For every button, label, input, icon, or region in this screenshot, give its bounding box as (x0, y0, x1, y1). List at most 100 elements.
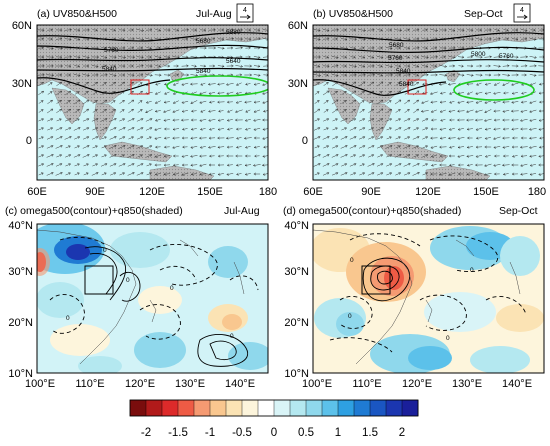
svg-text:20°N: 20°N (8, 317, 33, 329)
wind-arrow (128, 64, 134, 68)
wind-arrow (376, 163, 384, 167)
wind-arrow (199, 118, 207, 122)
wind-arrow (341, 109, 347, 113)
wind-arrow (199, 172, 207, 176)
wind-arrow (154, 163, 162, 167)
wind-arrow (493, 92, 501, 95)
wind-arrow (331, 99, 339, 105)
wind-arrow (145, 28, 153, 32)
wind-arrow (332, 136, 339, 140)
wind-arrow (65, 127, 72, 131)
wind-arrow (172, 118, 180, 122)
wind-arrow (359, 91, 365, 95)
wind-arrow (91, 73, 99, 77)
wind-arrow (448, 172, 456, 176)
wind-arrow (493, 172, 500, 176)
wind-arrow (439, 28, 447, 32)
wind-arrow (100, 118, 108, 122)
wind-arrow (55, 127, 63, 131)
wind-arrow (244, 163, 252, 167)
wind-arrow (386, 55, 393, 59)
wind-arrow (323, 118, 330, 122)
wind-arrow (55, 55, 63, 59)
wind-arrow (146, 46, 153, 50)
wind-arrow (367, 46, 375, 50)
svg-text:0: 0 (170, 285, 174, 292)
wind-arrow (341, 73, 348, 77)
height-contours-b (313, 32, 544, 96)
wind-arrow (119, 100, 125, 104)
wind-arrow (47, 28, 54, 32)
colorbar-label: 1.5 (362, 427, 378, 439)
wind-arrow (502, 109, 510, 113)
wind-arrow (511, 100, 519, 104)
wind-arrow (466, 28, 474, 32)
wind-arrow (190, 118, 197, 122)
wind-arrow (262, 127, 268, 131)
wind-arrow (413, 81, 420, 87)
wind-arrow (253, 82, 260, 86)
wind-arrow (137, 145, 144, 149)
svg-text:60E: 60E (27, 186, 47, 198)
wind-arrow (127, 163, 135, 167)
wind-arrow (74, 136, 81, 140)
wind-arrow (456, 118, 465, 122)
panel-c-contour-labels: 0 0 0 0 0 (66, 247, 234, 340)
wind-arrow (457, 91, 465, 95)
svg-text:120°E: 120°E (402, 378, 432, 390)
svg-text:5640: 5640 (226, 58, 241, 65)
wind-arrow (493, 109, 501, 113)
wind-arrow (313, 37, 321, 41)
wind-arrow (385, 73, 394, 77)
wind-arrow (439, 145, 447, 149)
panel-d: (d) omega500(contour)+q850(shaded) Sep-O… (283, 205, 545, 390)
wind-arrow (190, 127, 197, 131)
wind-arrow (395, 109, 401, 113)
wind-arrow (511, 154, 518, 158)
wind-arrow (493, 163, 501, 167)
wind-arrow (190, 109, 197, 113)
wind-arrow (74, 109, 80, 113)
wind-arrow (358, 81, 366, 87)
wind-arrow (65, 90, 72, 96)
svg-text:0: 0 (126, 277, 130, 284)
wind-arrow (83, 108, 90, 114)
wind-arrow (519, 118, 528, 122)
wind-arrow (226, 28, 235, 32)
wind-arrow (225, 82, 234, 86)
wind-arrow (350, 118, 357, 122)
wind-arrow (118, 46, 126, 50)
wind-arrow (207, 82, 216, 86)
wind-arrow (430, 55, 439, 59)
wind-arrow (359, 100, 365, 104)
wind-arrow (65, 145, 71, 149)
wind-arrow (430, 73, 438, 77)
colorbar-label: -1.5 (168, 427, 188, 439)
panel-b-title: (b) UV850&H500 (313, 8, 393, 20)
wind-arrow (349, 73, 357, 77)
wind-arrow (404, 154, 411, 158)
wind-arrow (181, 172, 189, 176)
wind-arrow (528, 136, 537, 140)
wind-arrow (101, 154, 107, 158)
svg-text:140°E: 140°E (502, 378, 532, 390)
wind-arrow (252, 163, 261, 167)
wind-arrow (377, 118, 384, 122)
svg-text:5760: 5760 (104, 47, 119, 54)
wind-arrow (155, 82, 161, 86)
wind-arrow (101, 172, 107, 176)
wind-arrow (155, 64, 162, 68)
wind-arrow (474, 109, 483, 113)
wind-arrow (245, 55, 251, 59)
wind-arrow (92, 127, 99, 131)
wind-arrow (457, 55, 465, 59)
wind-arrow (227, 109, 233, 113)
wind-arrow (199, 163, 207, 167)
wind-arrow (466, 109, 474, 113)
wind-arrow (484, 55, 493, 59)
wind-arrow (65, 73, 72, 77)
wind-arrow (323, 82, 329, 86)
wind-arrow (83, 163, 89, 167)
land-australia-a (149, 165, 215, 180)
wind-arrow (243, 136, 252, 140)
